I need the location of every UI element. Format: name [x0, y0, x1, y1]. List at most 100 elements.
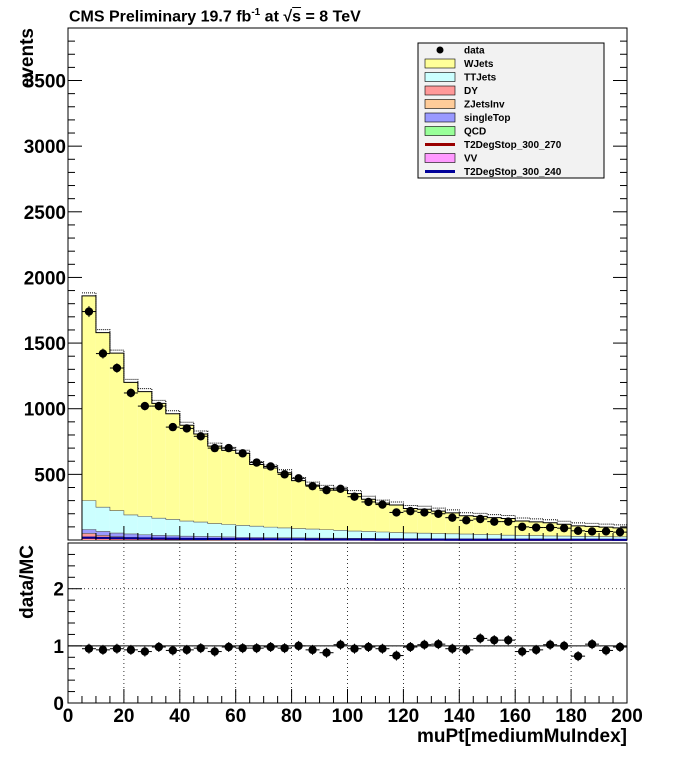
hist-bar-wjets	[319, 488, 334, 530]
hist-bar-ttjets	[417, 533, 432, 539]
hist-bar-wjets	[151, 403, 166, 519]
hist-bar-wjets	[193, 434, 208, 523]
ratio-point	[406, 642, 415, 652]
data-point	[587, 527, 597, 536]
legend-label: data	[464, 46, 485, 57]
legend-swatch	[424, 126, 456, 136]
hist-bar-ttjets	[263, 527, 278, 538]
data-point	[504, 517, 513, 526]
y-tick-label: 3000	[24, 137, 66, 158]
x-tick-label: 100	[332, 706, 364, 727]
data-point	[322, 485, 331, 495]
data-point	[154, 401, 164, 411]
hist-bar-ttjets	[137, 516, 152, 535]
hist-bar-singletop	[193, 536, 208, 540]
hist-bar-wjets	[179, 425, 194, 522]
hist-bar-ttjets	[123, 514, 138, 534]
legend-swatch	[424, 99, 456, 109]
ratio-point	[615, 642, 625, 652]
ratio-point	[266, 642, 275, 652]
x-tick-label: 20	[113, 706, 134, 727]
hist-bar-ttjets	[501, 535, 516, 540]
ratio-axes: 0 20 40 60 80 100 120 140 160 180 200 0 1 2	[53, 553, 643, 727]
hist-bar-ttjets	[459, 534, 474, 539]
ratio-y-axis-label: data/MC	[17, 545, 38, 619]
hist-bar-wjets	[361, 499, 376, 532]
hist-bar-ttjets	[109, 510, 124, 534]
hist-bar-wjets	[431, 511, 446, 534]
legend-label: T2DegStop_300_270	[464, 140, 562, 151]
data-point	[406, 506, 415, 516]
ratio-point	[336, 640, 345, 649]
ratio-point	[448, 644, 457, 653]
luminosity-exponent: -1	[251, 7, 261, 18]
data-point	[238, 449, 247, 458]
legend-swatch	[424, 85, 456, 96]
hist-bar-ttjets	[249, 526, 264, 538]
ratio-point	[238, 643, 247, 653]
x-tick-label: 160	[499, 706, 531, 727]
ratio-point	[280, 643, 289, 653]
legend-swatch	[424, 112, 456, 123]
hist-bar-ttjets	[95, 507, 110, 532]
y-tick-label: 2000	[24, 268, 66, 289]
hist-bar-wjets	[333, 490, 348, 531]
ratio-point	[350, 644, 359, 653]
hist-bar-ttjets	[235, 525, 250, 538]
luminosity-unit: fb	[236, 8, 252, 26]
ratio-point	[587, 639, 597, 649]
hist-bar-ttjets	[543, 535, 558, 540]
hist-bar-ttjets	[487, 534, 502, 539]
ratio-point	[462, 645, 471, 655]
hist-bar-wjets	[291, 480, 306, 529]
hist-bar-singletop	[81, 529, 96, 534]
ratio-point	[517, 647, 527, 656]
plot-title: CMS Preliminary 19.7 fb-1 at √s = 8 TeV	[69, 7, 361, 26]
hist-bar-ttjets	[613, 536, 627, 540]
hist-bar-ttjets	[81, 500, 96, 530]
data-point	[476, 514, 485, 524]
y-tick-label: 2500	[24, 203, 66, 224]
data-point	[462, 516, 471, 525]
hist-bar-ttjets	[305, 529, 320, 539]
hist-bar-wjets	[403, 508, 418, 533]
data-point	[308, 481, 317, 491]
hist-bar-ttjets	[319, 529, 334, 539]
hist-bar-ttjets	[375, 531, 390, 539]
x-tick-label: 40	[169, 706, 190, 727]
hist-bar-wjets	[207, 446, 222, 524]
hist-bar-ttjets	[179, 521, 194, 537]
ratio-y-tick-label: 1	[53, 637, 64, 658]
energy-value: = 8 TeV	[305, 8, 361, 26]
hist-bar-wjets	[249, 464, 264, 527]
ratio-point	[84, 644, 94, 653]
ratio-point	[322, 648, 331, 657]
data-point	[448, 513, 457, 522]
data-point	[490, 517, 499, 526]
data-points	[81, 306, 627, 537]
hist-bar-ttjets	[529, 535, 544, 540]
hist-bar-wjets	[263, 468, 278, 528]
ratio-point	[420, 640, 429, 649]
legend-label: VV	[464, 154, 478, 165]
x-tick-label: 200	[611, 706, 643, 727]
data-point	[196, 432, 205, 441]
hist-bar-wjets	[347, 493, 362, 532]
hist-bar-ttjets	[361, 531, 376, 539]
data-point	[350, 492, 359, 501]
hist-bar-ttjets	[473, 534, 488, 539]
data-point	[210, 443, 219, 453]
data-point	[294, 474, 303, 483]
legend-label: WJets	[464, 59, 494, 70]
x-tick-label: 60	[225, 706, 246, 727]
hist-bar-ttjets	[347, 531, 362, 539]
ratio-y-tick-label: 0	[53, 694, 64, 715]
legend: data WJets TTJets DY ZJetsInv singleTop QCD T2D…	[417, 42, 605, 179]
hist-bar-ttjets	[221, 524, 236, 537]
legend-label: QCD	[464, 127, 486, 138]
legend-swatch	[424, 58, 456, 69]
data-point	[545, 523, 555, 532]
ratio-point	[573, 651, 583, 661]
legend-swatch	[424, 72, 456, 82]
data-point	[266, 462, 275, 471]
